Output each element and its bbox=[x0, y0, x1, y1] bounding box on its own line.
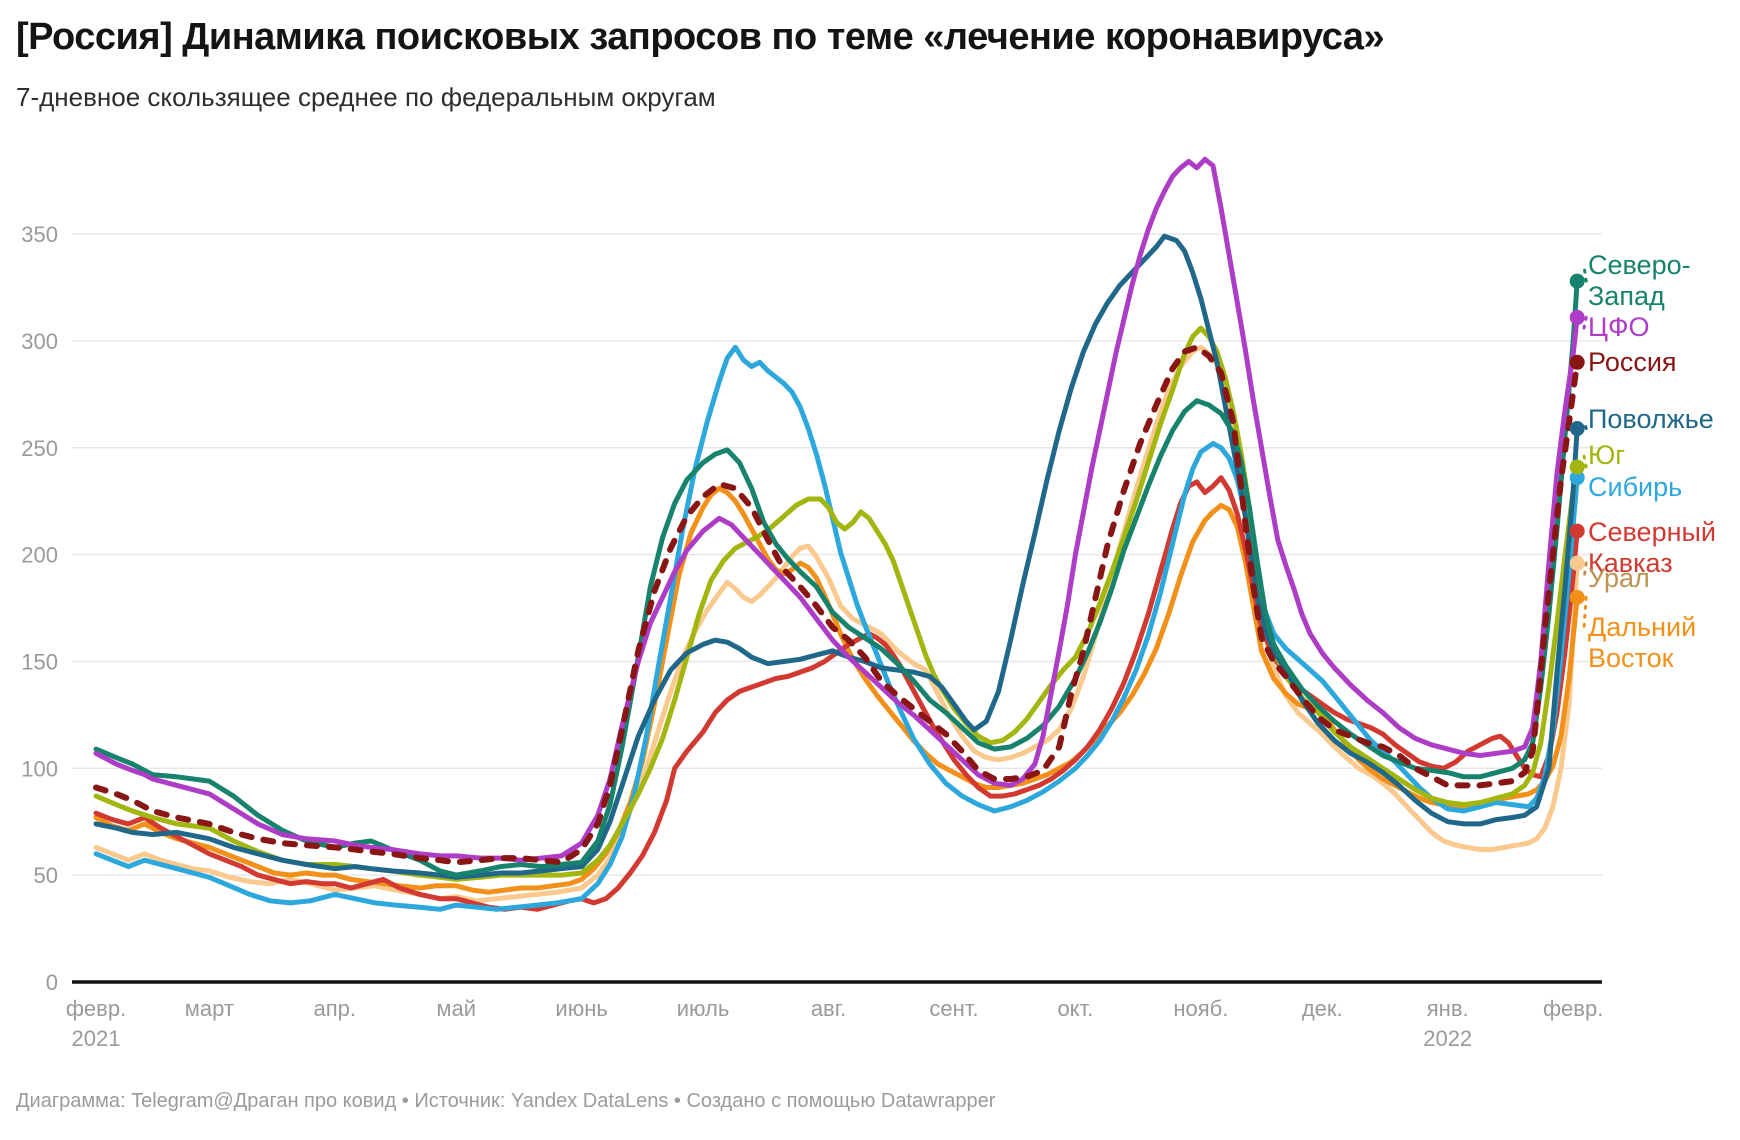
x-axis-month-label: июнь bbox=[555, 996, 607, 1021]
legend-label-line: Запад bbox=[1588, 281, 1665, 311]
legend-connector-yug bbox=[1582, 454, 1588, 469]
legend-connector-povolzhye bbox=[1582, 418, 1588, 431]
x-axis-month-label: апр. bbox=[314, 996, 357, 1021]
legend-label-dalniy-vostok: Дальний Восток bbox=[1588, 612, 1696, 674]
series-endpoint-dot-yug[interactable] bbox=[1569, 459, 1585, 475]
series-endpoint-dot-severo-zapad[interactable] bbox=[1569, 273, 1585, 289]
x-axis-month-label: дек. bbox=[1302, 996, 1343, 1021]
legend-label-line: Урал bbox=[1588, 563, 1650, 593]
series-line-severo-zapad[interactable] bbox=[93, 278, 1580, 878]
legend-connector-ural bbox=[1582, 561, 1588, 581]
series-endpoint-dot-povolzhye[interactable] bbox=[1569, 421, 1585, 437]
series-line-yug[interactable] bbox=[93, 325, 1580, 882]
x-axis-month-label: март bbox=[185, 996, 234, 1021]
x-axis-month-label: май bbox=[436, 996, 476, 1021]
legend-label-line: Поволжье bbox=[1588, 404, 1714, 434]
x-axis-year-label: 2021 bbox=[72, 1026, 121, 1051]
legend-label-line: Россия bbox=[1588, 347, 1677, 377]
legend-label-kavkaz: Северный Кавказ bbox=[1588, 517, 1716, 579]
legend-label-yug: Юг bbox=[1588, 440, 1625, 471]
x-axis-month-label: февр. bbox=[66, 996, 126, 1021]
legend-label-line: ЦФО bbox=[1588, 312, 1650, 342]
legend-label-line: Северо- bbox=[1588, 250, 1691, 280]
series-line-povolzhye[interactable] bbox=[93, 233, 1580, 880]
y-axis-tick-label: 0 bbox=[46, 970, 58, 995]
x-axis-month-label: янв. bbox=[1427, 996, 1469, 1021]
series-endpoint-dot-sibir[interactable] bbox=[1569, 470, 1585, 486]
legend-label-rossiya: Россия bbox=[1588, 347, 1677, 378]
legend-label-line: Сибирь bbox=[1588, 472, 1683, 502]
legend-label-line: Юг bbox=[1588, 440, 1626, 470]
series-endpoint-dot-cfo[interactable] bbox=[1569, 309, 1585, 325]
y-axis-tick-label: 250 bbox=[21, 436, 58, 461]
legend-label-sibir: Сибирь bbox=[1588, 472, 1682, 503]
y-axis-tick-label: 300 bbox=[21, 329, 58, 354]
series-endpoint-dot-ural[interactable] bbox=[1569, 555, 1585, 571]
x-axis-month-label: сент. bbox=[929, 996, 978, 1021]
series-endpoint-dot-rossiya[interactable] bbox=[1569, 354, 1585, 370]
series-endpoint-dot-dalniy-vostok[interactable] bbox=[1569, 589, 1585, 605]
legend-label-line: Северный bbox=[1588, 517, 1716, 547]
x-axis-year-label: 2022 bbox=[1423, 1026, 1472, 1051]
legend-label-severo-zapad: Северо- Запад bbox=[1588, 250, 1691, 312]
legend-label-line: Дальний bbox=[1588, 612, 1697, 642]
legend-connector-dalniy-vostok bbox=[1582, 595, 1588, 630]
legend-label-line: Восток bbox=[1588, 643, 1674, 673]
chart-subtitle: 7-дневное скользящее среднее по федераль… bbox=[16, 82, 716, 112]
legend-label-povolzhye: Поволжье bbox=[1588, 404, 1714, 435]
legend-connector-cfo bbox=[1582, 315, 1588, 330]
legend-connector-severo-zapad bbox=[1582, 264, 1588, 283]
x-axis-month-label: авг. bbox=[811, 996, 846, 1021]
x-axis-month-label: нояб. bbox=[1173, 996, 1228, 1021]
footer-credit: Диаграмма: Telegram@Драган про ковид • И… bbox=[16, 1090, 996, 1112]
x-axis-month-label: февр. bbox=[1543, 996, 1603, 1021]
legend-label-cfo: ЦФО bbox=[1588, 312, 1650, 343]
x-axis-month-label: июль bbox=[677, 996, 730, 1021]
y-axis-tick-label: 150 bbox=[21, 649, 58, 674]
series-endpoint-dot-kavkaz[interactable] bbox=[1569, 523, 1585, 539]
y-axis-tick-label: 200 bbox=[21, 543, 58, 568]
y-axis-tick-label: 50 bbox=[34, 863, 58, 888]
legend-label-line: Кавказ bbox=[1588, 548, 1673, 578]
x-axis-month-label: окт. bbox=[1057, 996, 1093, 1021]
chart-title: [Россия] Динамика поисковых запросов по … bbox=[16, 16, 1385, 58]
y-axis-tick-label: 100 bbox=[21, 756, 58, 781]
y-axis-tick-label: 350 bbox=[21, 222, 58, 247]
legend-label-ural: Урал bbox=[1588, 563, 1650, 594]
series-line-rossiya[interactable] bbox=[93, 344, 1581, 866]
